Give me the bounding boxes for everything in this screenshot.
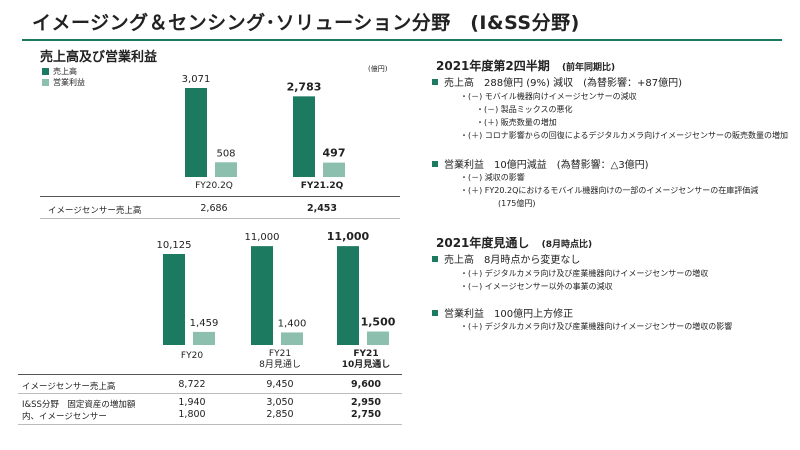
chart2-category-fy21-aug: FY21 8月見通し (240, 349, 320, 371)
chart2-bar-op-1 (281, 332, 303, 345)
chart2-bar-label-op-1: 1,400 (278, 318, 307, 329)
legend-sales: 売上高 (42, 66, 77, 77)
chart2-category-fy21-oct-line1: FY21 (353, 349, 379, 359)
chart2-bar-label-op-2: 1,500 (361, 316, 396, 329)
chart1-bar-sales-0 (185, 88, 207, 177)
chart2-category-fy21-aug-line1: FY21 (268, 349, 292, 359)
chart2-row0-rule (18, 393, 402, 394)
chart2-row1-val-2: 2,950 (350, 397, 382, 408)
chart2-row1-val-0: 1,940 (178, 397, 206, 408)
legend-op: 営業利益 (42, 77, 85, 88)
q2-sales-bullet-marker (432, 78, 438, 85)
chart2-row0-label: イメージセンサー売上高 (22, 382, 116, 392)
q2-sales-item-3: ・(＋) コロナ影響からの回復によるデジタルカメラ向けイメージセンサーの販売数量… (460, 131, 788, 140)
chart1-row-label: イメージセンサー売上高 (48, 206, 142, 216)
forecast-heading-text: 2021年度見通し (436, 236, 530, 250)
chart1-bar-op-0 (215, 162, 237, 177)
chart1-bar-label-sales-1: 2,783 (287, 80, 322, 93)
q2-op-text: 営業利益 10億円減益 (為替影響：△3億円) (444, 160, 649, 171)
q2-sales-bullet: 売上高 288億円 (9%) 減収 (為替影響：+87億円) (432, 74, 682, 89)
chart2-bar-op-0 (193, 331, 215, 345)
page-title: イメージング＆センシング･ソリューション分野 (I&SS分野) (32, 12, 580, 34)
chart2-category-fy21-oct-line2: 10月見通し (341, 360, 391, 370)
chart2-category-fy21-aug-line2: 8月見通し (259, 360, 301, 370)
legend-op-label: 営業利益 (53, 78, 85, 87)
chart1-bar-label-op-0: 508 (216, 148, 235, 159)
chart2-bar-label-sales-2: 11,000 (327, 230, 370, 243)
chart2-row0-val-2: 9,600 (350, 379, 382, 390)
forecast-op-item-0: ・(＋) デジタルカメラ向け及び産業機器向けイメージセンサーの増収の影響 (460, 322, 733, 331)
chart2-category-fy21-oct: FY21 10月見通し (326, 349, 406, 371)
q2-sales-text: 売上高 288億円 (9%) 減収 (為替影響：+87億円) (444, 78, 683, 89)
q2-op-item-0: ・(－) 減収の影響 (460, 173, 525, 182)
chart1-row-val-1: 2,453 (306, 203, 338, 214)
chart2-row2-val-2: 2,750 (350, 409, 382, 420)
q2-heading-text: 2021年度第2四半期 (436, 59, 550, 73)
q2-sales-item-2: ・(＋) 販売数量の増加 (476, 118, 557, 127)
q2-heading: 2021年度第2四半期 (前年同期比) (436, 57, 615, 74)
chart2-bar-op-2 (367, 331, 389, 345)
q2-sales-item-1: ・(－) 製品ミックスの悪化 (476, 105, 573, 114)
chart1-table-rule (40, 196, 400, 197)
chart1-bar-op-1 (323, 162, 345, 177)
chart2-bar-label-op-0: 1,459 (190, 318, 219, 329)
chart2-row0-val-0: 8,722 (178, 379, 206, 390)
chart2-table-rule (18, 374, 402, 375)
legend-sales-label: 売上高 (53, 67, 77, 76)
unit-label: (億円) (368, 65, 388, 73)
chart2-row1-val-1: 3,050 (266, 397, 294, 408)
forecast-op-text: 営業利益 100億円上方修正 (444, 309, 574, 320)
chart1-row-val-0: 2,686 (200, 203, 228, 214)
legend-sales-swatch (42, 68, 49, 75)
q2-heading-note: (前年同期比) (561, 63, 616, 73)
chart1-bar-sales-1 (293, 96, 315, 177)
q2-op-bullet-marker (432, 160, 438, 167)
chart2-row1-label: I&SS分野 固定資産の増加額 (22, 400, 136, 410)
left-heading: 売上高及び営業利益 (40, 50, 158, 65)
chart2-category-fy20-line1: FY20 (180, 351, 204, 361)
title-underline (22, 39, 782, 41)
forecast-sales-text: 売上高 8月時点から変更なし (444, 255, 581, 266)
forecast-op-bullet: 営業利益 100億円上方修正 (432, 305, 573, 320)
chart2-row2-val-0: 1,800 (178, 409, 206, 420)
chart2-row2-val-1: 2,850 (266, 409, 294, 420)
chart2-bar-sales-0 (163, 254, 185, 345)
forecast-sales-item-0: ・(＋) デジタルカメラ向け及び産業機器向けイメージセンサーの増収 (460, 269, 709, 278)
chart2-row0-val-1: 9,450 (266, 379, 294, 390)
chart2-bar-label-sales-1: 11,000 (245, 232, 280, 243)
forecast-sales-item-1: ・(－) イメージセンサー以外の事業の減収 (460, 282, 613, 291)
forecast-sales-bullet: 売上高 8月時点から変更なし (432, 251, 580, 266)
forecast-op-bullet-marker (432, 309, 438, 316)
forecast-heading-note: (8月時点比) (541, 240, 593, 250)
chart2-table-bottom (18, 424, 402, 425)
q2-sales-item-0: ・(－) モバイル機器向けイメージセンサーの減収 (460, 92, 637, 101)
q2-op-bullet: 営業利益 10億円減益 (為替影響：△3億円) (432, 156, 649, 171)
q2-op-item-2: (175億円) (498, 199, 536, 208)
legend-op-swatch (42, 79, 49, 86)
chart1-bar-label-sales-0: 3,071 (182, 74, 211, 85)
chart2-bar-sales-2 (337, 246, 359, 345)
q2-op-item-1: ・(＋) FY20.2Qにおけるモバイル機器向けの一部のイメージセンサーの在庫評… (460, 186, 759, 195)
chart1-bar-label-op-1: 497 (323, 147, 346, 160)
chart1-category-fy21-2q: FY21.2Q (300, 181, 344, 191)
chart2-category-fy20: FY20 (152, 351, 232, 362)
chart2-bar-sales-1 (251, 246, 273, 345)
forecast-heading: 2021年度見通し (8月時点比) (436, 234, 592, 251)
chart1-category-fy20-2q: FY20.2Q (195, 181, 233, 191)
chart2-bar-label-sales-0: 10,125 (157, 240, 192, 251)
chart2-row2-label: 内、イメージセンサー (22, 412, 107, 422)
forecast-sales-bullet-marker (432, 255, 438, 262)
chart1-table-bottom (40, 218, 400, 219)
